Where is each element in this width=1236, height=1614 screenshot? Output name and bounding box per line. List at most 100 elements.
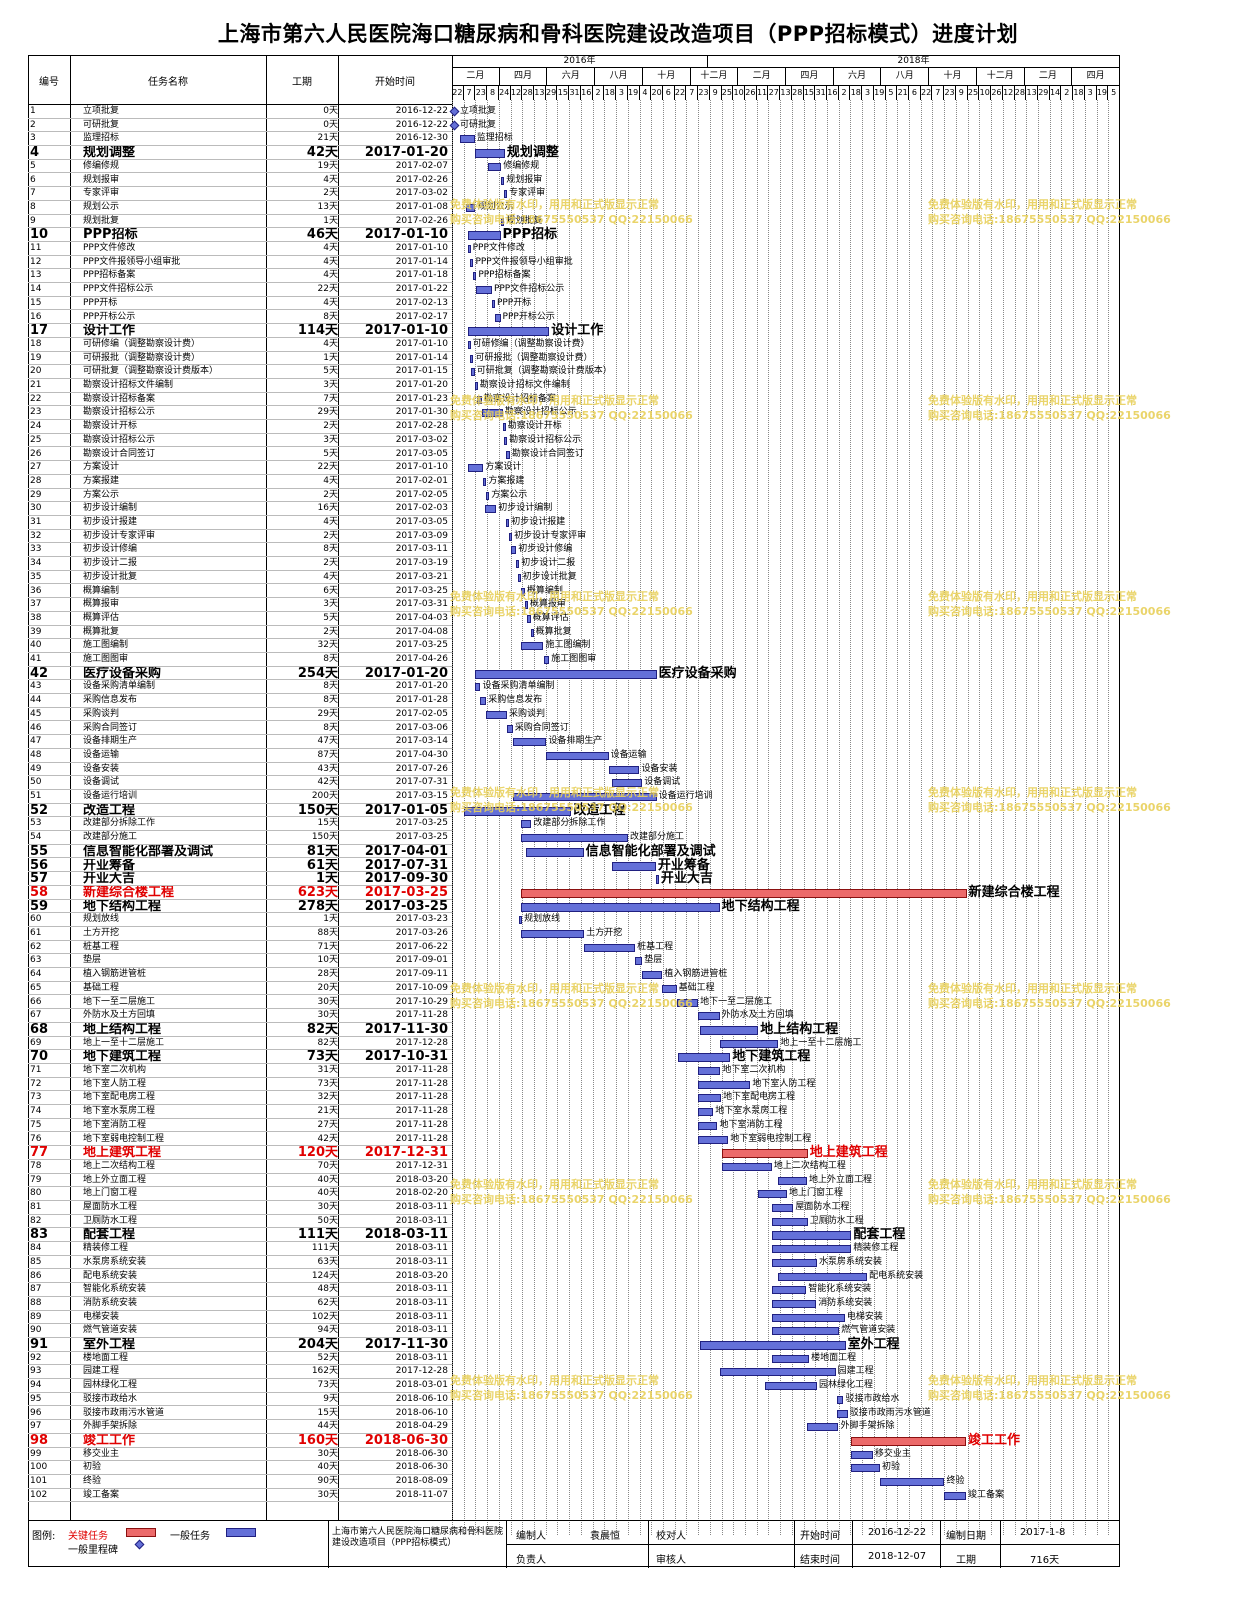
gantt-bar[interactable]: [470, 354, 474, 363]
gantt-bar[interactable]: [851, 1464, 880, 1473]
gantt-bar[interactable]: [509, 532, 513, 541]
gantt-bar[interactable]: [698, 1067, 721, 1075]
table-row[interactable]: 72 地下室人防工程 73天 2017-11-28: [28, 1078, 452, 1092]
gantt-bar[interactable]: [467, 245, 471, 253]
table-row[interactable]: 102 竣工备案 30天 2018-11-07: [28, 1489, 452, 1503]
gantt-bar[interactable]: [521, 930, 585, 938]
table-row[interactable]: 27 方案设计 22天 2017-01-10: [28, 461, 452, 475]
gantt-bar[interactable]: [771, 1327, 840, 1336]
gantt-bar[interactable]: [506, 519, 510, 527]
gantt-bar[interactable]: [851, 1436, 966, 1446]
table-row[interactable]: 40 施工图编制 32天 2017-03-25: [28, 639, 452, 653]
gantt-bar[interactable]: [530, 628, 534, 637]
table-row[interactable]: 77 地上建筑工程 120天 2017-12-31: [28, 1146, 452, 1160]
gantt-bar[interactable]: [771, 1354, 810, 1363]
gantt-bar[interactable]: [474, 382, 478, 390]
gantt-bar[interactable]: [487, 162, 502, 171]
gantt-bar[interactable]: [466, 203, 476, 212]
gantt-bar[interactable]: [635, 957, 643, 966]
gantt-bar[interactable]: [699, 1341, 846, 1350]
gantt-bar[interactable]: [464, 806, 572, 816]
table-row[interactable]: 2 可研批复 0天 2016-12-22: [28, 119, 452, 133]
table-row[interactable]: 23 勘察设计招标公示 29天 2017-01-30: [28, 406, 452, 421]
table-row[interactable]: 41 施工图图审 8天 2017-04-26: [28, 653, 452, 667]
table-row[interactable]: 22 勘察设计招标备案 7天 2017-01-23: [28, 393, 452, 407]
gantt-bar[interactable]: [698, 1135, 729, 1144]
table-row[interactable]: 94 园林绿化工程 73天 2018-03-01: [28, 1379, 452, 1393]
table-row[interactable]: 87 智能化系统安装 48天 2018-03-11: [28, 1283, 452, 1297]
gantt-bar[interactable]: [771, 1231, 852, 1241]
gantt-bar[interactable]: [527, 614, 531, 623]
table-row[interactable]: 20 可研批复（调整勘察设计费版本） 5天 2017-01-15: [28, 365, 452, 379]
table-row[interactable]: 24 勘察设计开标 2天 2017-02-28: [28, 420, 452, 434]
gantt-bar[interactable]: [806, 1423, 839, 1432]
table-row[interactable]: 57 开业大吉 1天 2017-09-30: [28, 872, 452, 886]
table-row[interactable]: 86 配电系统安装 124天 2018-03-20: [28, 1270, 452, 1284]
gantt-bar[interactable]: [525, 847, 584, 857]
table-row[interactable]: 29 方案公示 2天 2017-02-05: [28, 489, 452, 503]
gantt-bar[interactable]: [520, 820, 532, 829]
gantt-bar[interactable]: [778, 1176, 807, 1185]
gantt-bar[interactable]: [944, 1491, 966, 1500]
gantt-bar[interactable]: [520, 888, 967, 898]
table-row[interactable]: 80 地上门窗工程 40天 2018-02-20: [28, 1187, 452, 1201]
table-row[interactable]: 71 地下室二次机构 31天 2017-11-28: [28, 1064, 452, 1078]
table-row[interactable]: 49 设备安装 43天 2017-07-26: [28, 763, 452, 777]
gantt-bar[interactable]: [642, 971, 663, 980]
gantt-bar[interactable]: [516, 560, 520, 569]
gantt-bar[interactable]: [676, 998, 699, 1007]
table-row[interactable]: 96 驳接市政雨污水管道 15天 2018-06-10: [28, 1407, 452, 1421]
table-row[interactable]: 75 地下室消防工程 27天 2017-11-28: [28, 1119, 452, 1133]
table-row[interactable]: 5 修编修规 19天 2017-02-07: [28, 160, 452, 174]
table-row[interactable]: 61 土方开挖 88天 2017-03-26: [28, 927, 452, 941]
gantt-bar[interactable]: [520, 834, 628, 843]
table-row[interactable]: 48 设备运输 87天 2017-04-30: [28, 749, 452, 763]
gantt-bar[interactable]: [480, 697, 487, 706]
table-row[interactable]: 73 地下室配电房工程 32天 2017-11-28: [28, 1091, 452, 1106]
table-row[interactable]: 76 地下室弱电控制工程 42天 2017-11-28: [28, 1133, 452, 1147]
gantt-bar[interactable]: [524, 601, 528, 610]
gantt-bar[interactable]: [506, 724, 513, 733]
gantt-bar[interactable]: [474, 683, 481, 692]
table-row[interactable]: 62 桩基工程 71天 2017-06-22: [28, 941, 452, 955]
gantt-bar[interactable]: [719, 1039, 779, 1048]
table-row[interactable]: 83 配套工程 111天 2018-03-11: [28, 1228, 452, 1243]
table-row[interactable]: 90 燃气管道安装 94天 2018-03-11: [28, 1324, 452, 1338]
gantt-bar[interactable]: [698, 1094, 722, 1103]
gantt-bar[interactable]: [699, 1025, 759, 1035]
gantt-bar[interactable]: [698, 1121, 718, 1130]
gantt-bar[interactable]: [517, 573, 521, 582]
table-row[interactable]: 31 初步设计报建 4天 2017-03-05: [28, 516, 452, 530]
gantt-bar[interactable]: [771, 1217, 808, 1226]
table-row[interactable]: 97 外脚手架拆除 44天 2018-04-29: [28, 1420, 452, 1434]
table-row[interactable]: 81 屋面防水工程 30天 2018-03-11: [28, 1201, 452, 1215]
table-row[interactable]: 78 地上二次结构工程 70天 2017-12-31: [28, 1160, 452, 1174]
gantt-bar[interactable]: [474, 669, 657, 679]
table-row[interactable]: 30 初步设计编制 16天 2017-02-03: [28, 502, 452, 516]
table-row[interactable]: 3 监理招标 21天 2016-12-30: [28, 132, 452, 147]
table-row[interactable]: 1 立项批复 0天 2016-12-22: [28, 105, 452, 119]
gantt-bar[interactable]: [698, 1108, 714, 1117]
gantt-bar[interactable]: [512, 738, 547, 747]
table-row[interactable]: 39 概算批复 2天 2017-04-08: [28, 626, 452, 640]
table-row[interactable]: 32 初步设计专家评审 2天 2017-03-09: [28, 530, 452, 544]
gantt-bar[interactable]: [459, 135, 475, 144]
gantt-bar[interactable]: [481, 409, 503, 418]
table-row[interactable]: 98 竣工工作 160天 2018-06-30: [28, 1434, 452, 1448]
table-row[interactable]: 93 园建工程 162天 2017-12-28: [28, 1365, 452, 1380]
gantt-bar[interactable]: [467, 464, 484, 473]
table-row[interactable]: 63 垫层 10天 2017-09-01: [28, 954, 452, 969]
gantt-bar[interactable]: [491, 299, 495, 308]
gantt-bar[interactable]: [476, 395, 482, 404]
table-row[interactable]: 74 地下室水泵房工程 21天 2017-11-28: [28, 1105, 452, 1119]
gantt-bar[interactable]: [504, 190, 508, 199]
gantt-bar[interactable]: [837, 1395, 844, 1404]
table-row[interactable]: 60 规划放线 1天 2017-03-23: [28, 913, 452, 927]
gantt-bar[interactable]: [519, 916, 523, 925]
gantt-bar[interactable]: [467, 327, 550, 337]
gantt-bar[interactable]: [584, 943, 636, 952]
table-row[interactable]: 65 基础工程 20天 2017-10-09: [28, 982, 452, 996]
gantt-bar[interactable]: [473, 272, 477, 281]
table-row[interactable]: 42 医疗设备采购 254天 2017-01-20: [28, 667, 452, 681]
table-row[interactable]: 82 卫厕防水工程 50天 2018-03-11: [28, 1215, 452, 1229]
